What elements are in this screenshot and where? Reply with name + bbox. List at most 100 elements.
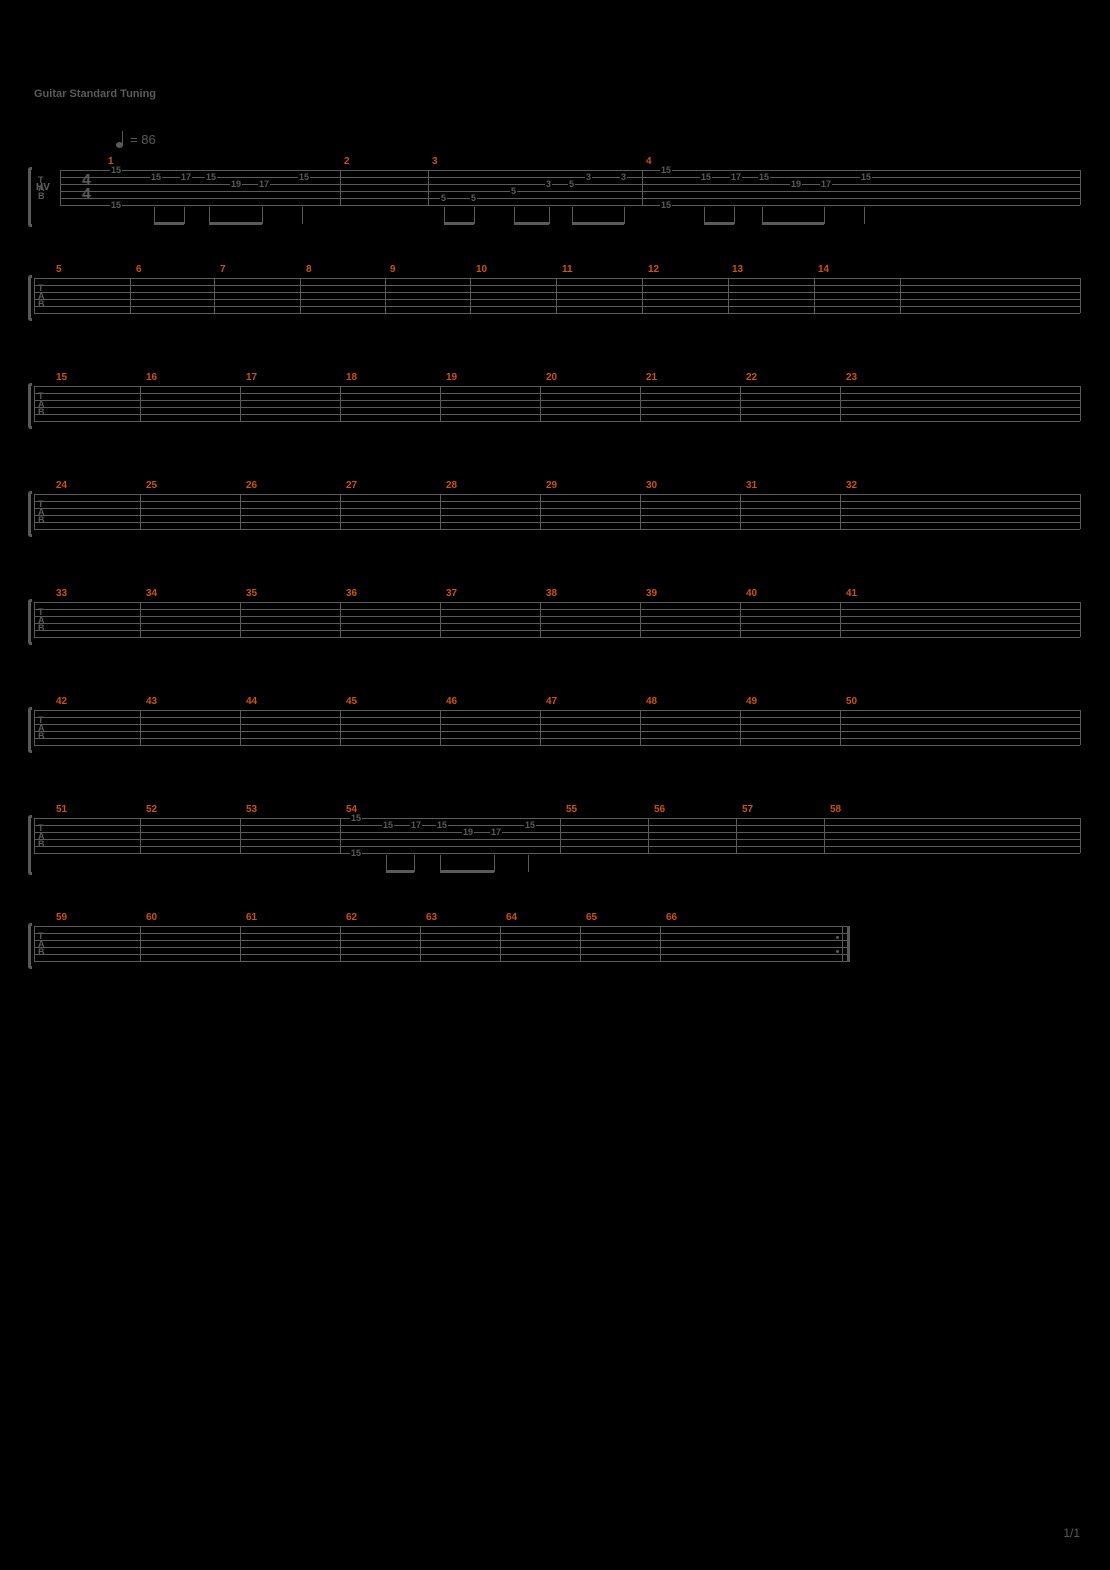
staff-line — [34, 825, 1080, 826]
tempo-marking: = 86 — [116, 130, 156, 148]
page-number: 1/1 — [1063, 1526, 1080, 1540]
barline — [660, 926, 661, 961]
beam — [440, 870, 494, 873]
barline — [840, 494, 841, 529]
measure-number: 6 — [136, 264, 142, 275]
staff-line — [34, 724, 1080, 725]
measure-number: 11 — [562, 264, 573, 275]
note-stem — [184, 207, 185, 224]
measure-number: 66 — [666, 912, 677, 923]
barline — [1080, 170, 1081, 205]
staff-line — [34, 602, 1080, 603]
fret-number: 3 — [545, 180, 552, 188]
beam — [444, 222, 474, 225]
staff-line — [34, 522, 1080, 523]
system-bracket — [28, 275, 32, 321]
barline — [540, 602, 541, 637]
staff-line — [34, 954, 850, 955]
measure-number: 61 — [246, 912, 257, 923]
fret-number: 15 — [436, 821, 448, 829]
measure-number: 56 — [654, 804, 665, 815]
barline — [500, 926, 501, 961]
measure-number: 21 — [646, 372, 657, 383]
barline — [740, 386, 741, 421]
barline — [34, 710, 35, 745]
barline — [740, 710, 741, 745]
note-stem — [494, 855, 495, 872]
barline — [340, 926, 341, 961]
barline — [420, 926, 421, 961]
measure-number: 10 — [476, 264, 487, 275]
fret-number: 15 — [205, 173, 217, 181]
barline — [440, 710, 441, 745]
measure-number: 34 — [146, 588, 157, 599]
barline — [140, 386, 141, 421]
staff-line — [34, 292, 1080, 293]
barline — [300, 278, 301, 313]
staff-line — [34, 818, 1080, 819]
measure-number: 19 — [446, 372, 457, 383]
barline — [140, 494, 141, 529]
instrument-label: HV — [36, 182, 50, 193]
measure-number: 18 — [346, 372, 357, 383]
measure-number: 23 — [846, 372, 857, 383]
barline — [340, 386, 341, 421]
beam — [209, 222, 262, 225]
tuning-title: Guitar Standard Tuning — [34, 88, 156, 100]
tab-clef-label: TAB — [38, 716, 45, 740]
measure-number: 42 — [56, 696, 67, 707]
staff-line — [34, 529, 1080, 530]
barline — [740, 494, 741, 529]
barline — [736, 818, 737, 853]
staff-line — [34, 299, 1080, 300]
beam — [514, 222, 549, 225]
staff-line — [34, 745, 1080, 746]
note-stem — [624, 207, 625, 224]
barline — [540, 494, 541, 529]
fret-number: 17 — [258, 180, 270, 188]
staff-line — [34, 616, 1080, 617]
barline — [440, 602, 441, 637]
fret-number: 17 — [410, 821, 422, 829]
quarter-note-icon — [116, 130, 126, 148]
measure-number: 65 — [586, 912, 597, 923]
staff-line — [60, 198, 1080, 199]
barline — [340, 710, 341, 745]
staff-line — [34, 313, 1080, 314]
measure-number: 29 — [546, 480, 557, 491]
measure-number: 30 — [646, 480, 657, 491]
barline — [642, 278, 643, 313]
staff-line — [34, 414, 1080, 415]
barline — [840, 602, 841, 637]
fret-number: 15 — [350, 849, 362, 857]
staff-line — [34, 940, 850, 941]
measure-number: 49 — [746, 696, 757, 707]
measure-number: 7 — [220, 264, 226, 275]
staff-line — [34, 393, 1080, 394]
barline — [640, 710, 641, 745]
beam — [762, 222, 824, 225]
staff-line — [34, 623, 1080, 624]
barline — [240, 386, 241, 421]
barline — [440, 386, 441, 421]
staff-line — [34, 933, 850, 934]
barline — [34, 602, 35, 637]
fret-number: 5 — [510, 187, 517, 195]
staff-line — [34, 717, 1080, 718]
tab-clef-label: TAB — [38, 392, 45, 416]
barline — [540, 710, 541, 745]
barline — [60, 170, 61, 205]
measure-number: 40 — [746, 588, 757, 599]
barline — [814, 278, 815, 313]
staff-line — [34, 508, 1080, 509]
measure-number: 63 — [426, 912, 437, 923]
barline — [580, 926, 581, 961]
staff-line — [34, 637, 1080, 638]
staff-line — [34, 738, 1080, 739]
note-stem — [824, 207, 825, 224]
measure-number: 37 — [446, 588, 457, 599]
beam — [704, 222, 734, 225]
fret-number: 17 — [180, 173, 192, 181]
barline — [840, 386, 841, 421]
staff-line — [34, 515, 1080, 516]
